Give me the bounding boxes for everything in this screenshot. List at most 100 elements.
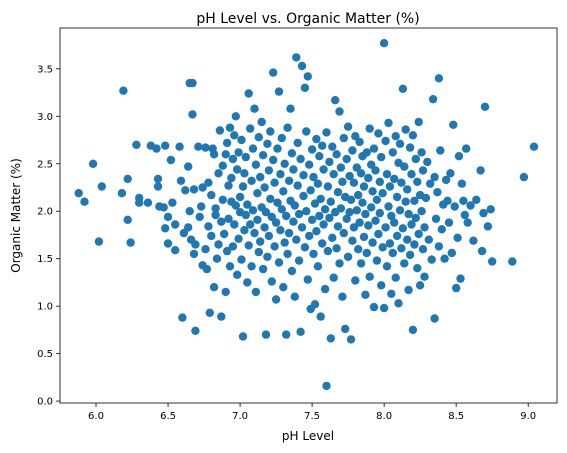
scatter-point (319, 220, 328, 229)
scatter-point (431, 214, 441, 223)
scatter-point (418, 166, 428, 175)
scatter-point (457, 179, 467, 188)
scatter-point (293, 138, 302, 148)
scatter-point (181, 186, 190, 195)
scatter-point (404, 285, 413, 295)
scatter-point (477, 246, 487, 256)
scatter-point (198, 183, 207, 192)
scatter-point (368, 187, 377, 196)
scatter-point (202, 264, 212, 274)
scatter-point (189, 185, 199, 194)
scatter-point (119, 86, 128, 95)
y-tick-label: 3.0 (37, 112, 53, 123)
scatter-point (246, 124, 255, 133)
scatter-point (352, 163, 361, 172)
scatter-point (250, 228, 259, 238)
scatter-point (356, 259, 366, 268)
scatter-point (345, 208, 354, 217)
y-tick-label: 0.5 (37, 349, 53, 360)
scatter-point (207, 231, 216, 241)
scatter-point (395, 139, 405, 148)
scatter-point (258, 264, 268, 274)
scatter-point (197, 202, 206, 211)
scatter-point (282, 330, 291, 339)
scatter-point (305, 160, 314, 169)
scatter-point (387, 211, 396, 221)
scatter-point (375, 177, 384, 186)
scatter-point (354, 190, 363, 200)
scatter-point (256, 172, 265, 182)
scatter-point (338, 177, 347, 186)
scatter-point (256, 237, 265, 246)
y-tick-label: 3.5 (37, 64, 53, 75)
scatter-point (417, 148, 426, 157)
x-tick-label: 7.5 (304, 411, 320, 422)
scatter-point (441, 175, 451, 185)
scatter-point (342, 214, 351, 223)
scatter-point (287, 149, 297, 158)
scatter-point (349, 223, 359, 232)
scatter-point (372, 195, 382, 204)
scatter-point (287, 266, 297, 276)
scatter-point (212, 254, 222, 263)
scatter-point (424, 235, 433, 244)
scatter-point (381, 223, 390, 232)
scatter-point (235, 192, 245, 202)
scatter-point (152, 144, 161, 153)
scatter-point (372, 256, 382, 265)
scatter-point (191, 240, 200, 249)
scatter-point (355, 218, 364, 227)
scatter-point (309, 249, 318, 259)
scatter-point (267, 212, 276, 222)
scatter-point (463, 218, 472, 227)
scatter-point (163, 212, 173, 222)
scatter-point (243, 200, 252, 209)
scatter-point (258, 151, 268, 160)
scatter-point (400, 259, 409, 268)
scatter-point (279, 187, 288, 196)
scatter-point (352, 206, 361, 215)
scatter-point (222, 138, 232, 148)
scatter-point (395, 206, 405, 215)
scatter-point (368, 238, 377, 247)
scatter-point (359, 232, 369, 242)
scatter-point (228, 242, 238, 251)
scatter-point (332, 244, 341, 253)
scatter-point (450, 202, 459, 211)
scatter-point (426, 179, 435, 188)
x-tick-label: 6.5 (160, 411, 176, 422)
scatter-point (276, 226, 285, 235)
scatter-point (248, 206, 258, 215)
scatter-point (201, 245, 210, 254)
scatter-point (163, 239, 173, 248)
scatter-point (254, 247, 263, 257)
scatter-point (398, 84, 408, 94)
scatter-point (80, 197, 89, 206)
scatter-point (325, 213, 334, 223)
scatter-point (413, 264, 422, 273)
scatter-point (248, 144, 258, 153)
scatter-point (274, 87, 284, 96)
scatter-point (123, 215, 132, 224)
scatter-point (214, 240, 223, 249)
scatter-point (294, 209, 304, 219)
scatter-point (299, 171, 308, 180)
scatter-point (329, 273, 338, 282)
scatter-point (320, 284, 330, 294)
scatter-point (414, 117, 423, 127)
scatter-point (302, 207, 311, 216)
scatter-point (449, 120, 458, 129)
scatter-point (343, 252, 353, 261)
scatter-point (241, 210, 250, 220)
scatter-point (401, 197, 410, 206)
scatter-point (284, 176, 294, 185)
scatter-point (293, 181, 302, 190)
scatter-point (143, 198, 153, 207)
scatter-point (297, 223, 307, 232)
scatter-point (374, 229, 383, 239)
scatter-point (126, 238, 135, 247)
scatter-point (420, 272, 429, 281)
scatter-point (218, 195, 227, 204)
scatter-point (230, 131, 239, 140)
